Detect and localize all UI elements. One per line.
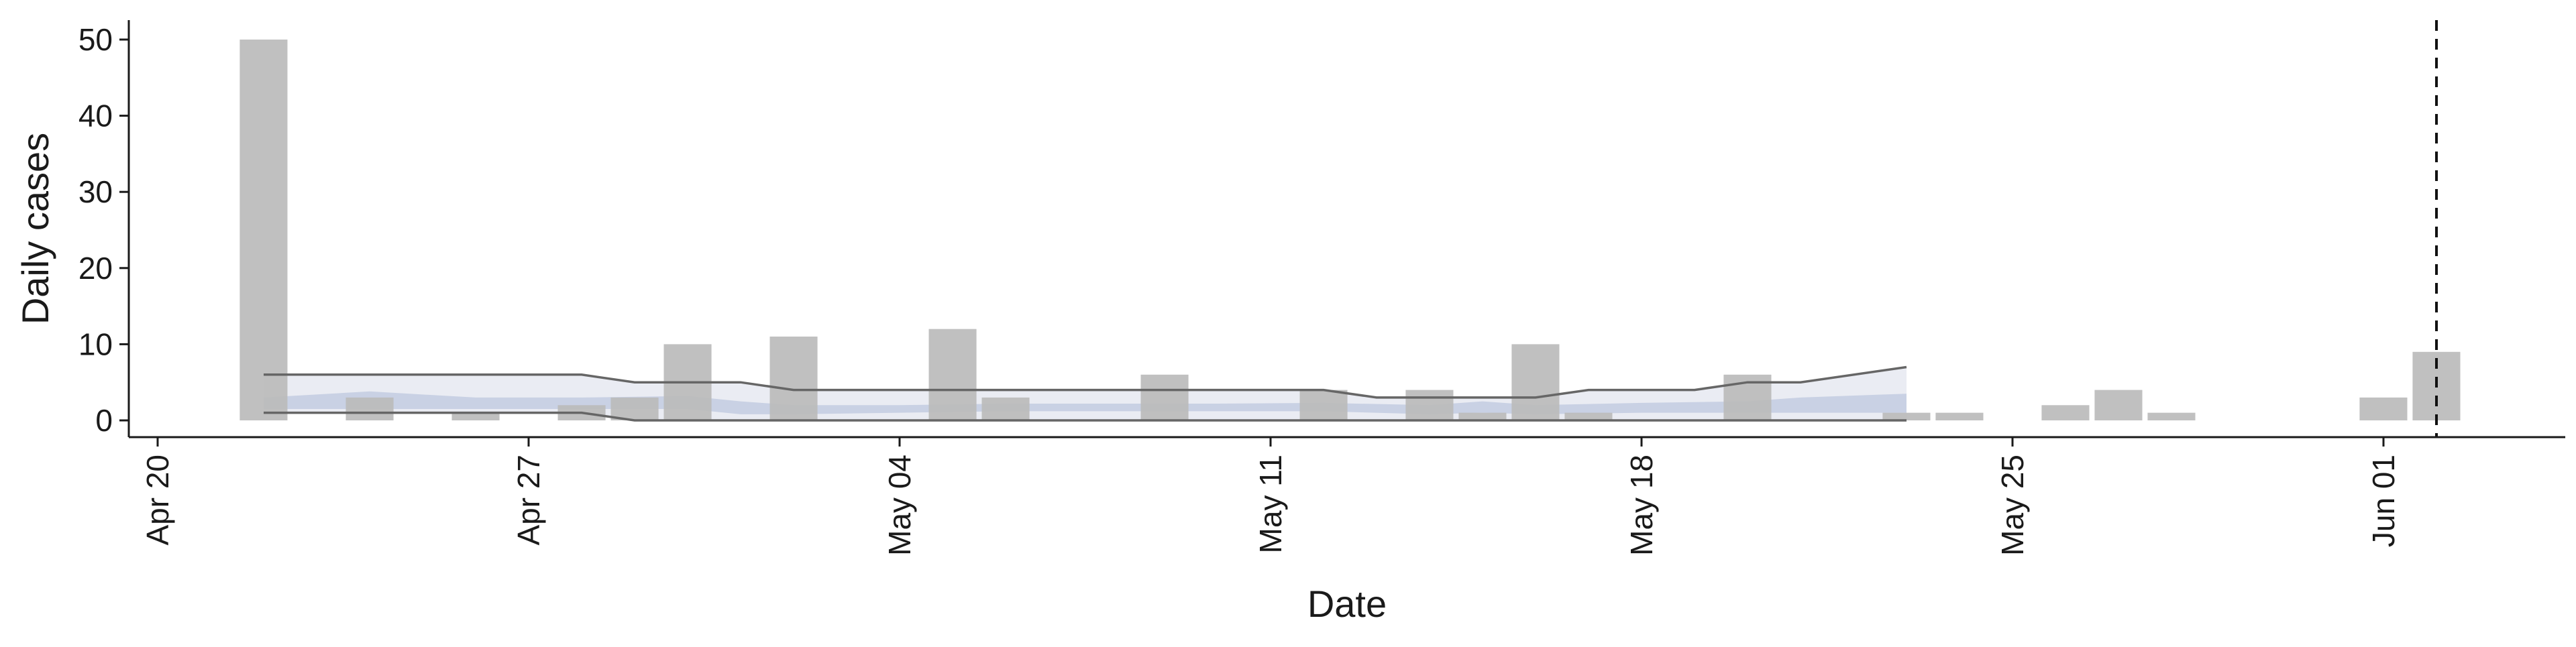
x-tick-label: May 25 [1995,455,2030,556]
bar [610,397,659,420]
bar [981,397,1030,420]
bar [2147,412,2196,420]
band-edges-layer [264,365,1907,422]
x-tick-label: Jun 01 [2366,455,2401,547]
bar [1564,412,1613,420]
bar [2359,397,2408,420]
x-tick-label: Apr 20 [140,455,175,546]
bars-layer [239,40,2461,420]
bar [1140,374,1189,420]
upper-interval-line [264,365,1907,399]
bar [1511,344,1560,420]
bar [1458,412,1507,420]
bar [1935,412,1984,420]
bar [1405,390,1454,420]
bar [1299,390,1348,420]
bar [2041,405,2090,420]
bar [2094,390,2143,420]
x-axis-title: Date [1307,583,1387,625]
bar [928,329,977,420]
bar [769,337,818,420]
x-tick-label: May 11 [1253,455,1288,553]
lower-interval-line [264,411,1907,422]
y-axis-title: Daily cases [14,133,56,325]
bar [1882,412,1931,420]
x-tick-label: Apr 27 [511,455,546,546]
y-tick-label: 20 [78,251,113,286]
y-tick-label: 30 [78,174,113,209]
bar [239,40,288,420]
y-tick-label: 0 [95,403,113,438]
bar [451,412,500,420]
x-tick-label: May 18 [1624,455,1659,556]
y-tick-label: 10 [78,327,113,361]
y-tick-label: 40 [78,99,113,133]
x-tick-label: May 04 [882,455,917,556]
bar [345,397,394,420]
y-tick-label: 50 [78,22,113,57]
axes-layer: 0 10 20 30 40 50 Apr 20 Apr 27 May 04 May 11 May 1… [78,20,2565,556]
